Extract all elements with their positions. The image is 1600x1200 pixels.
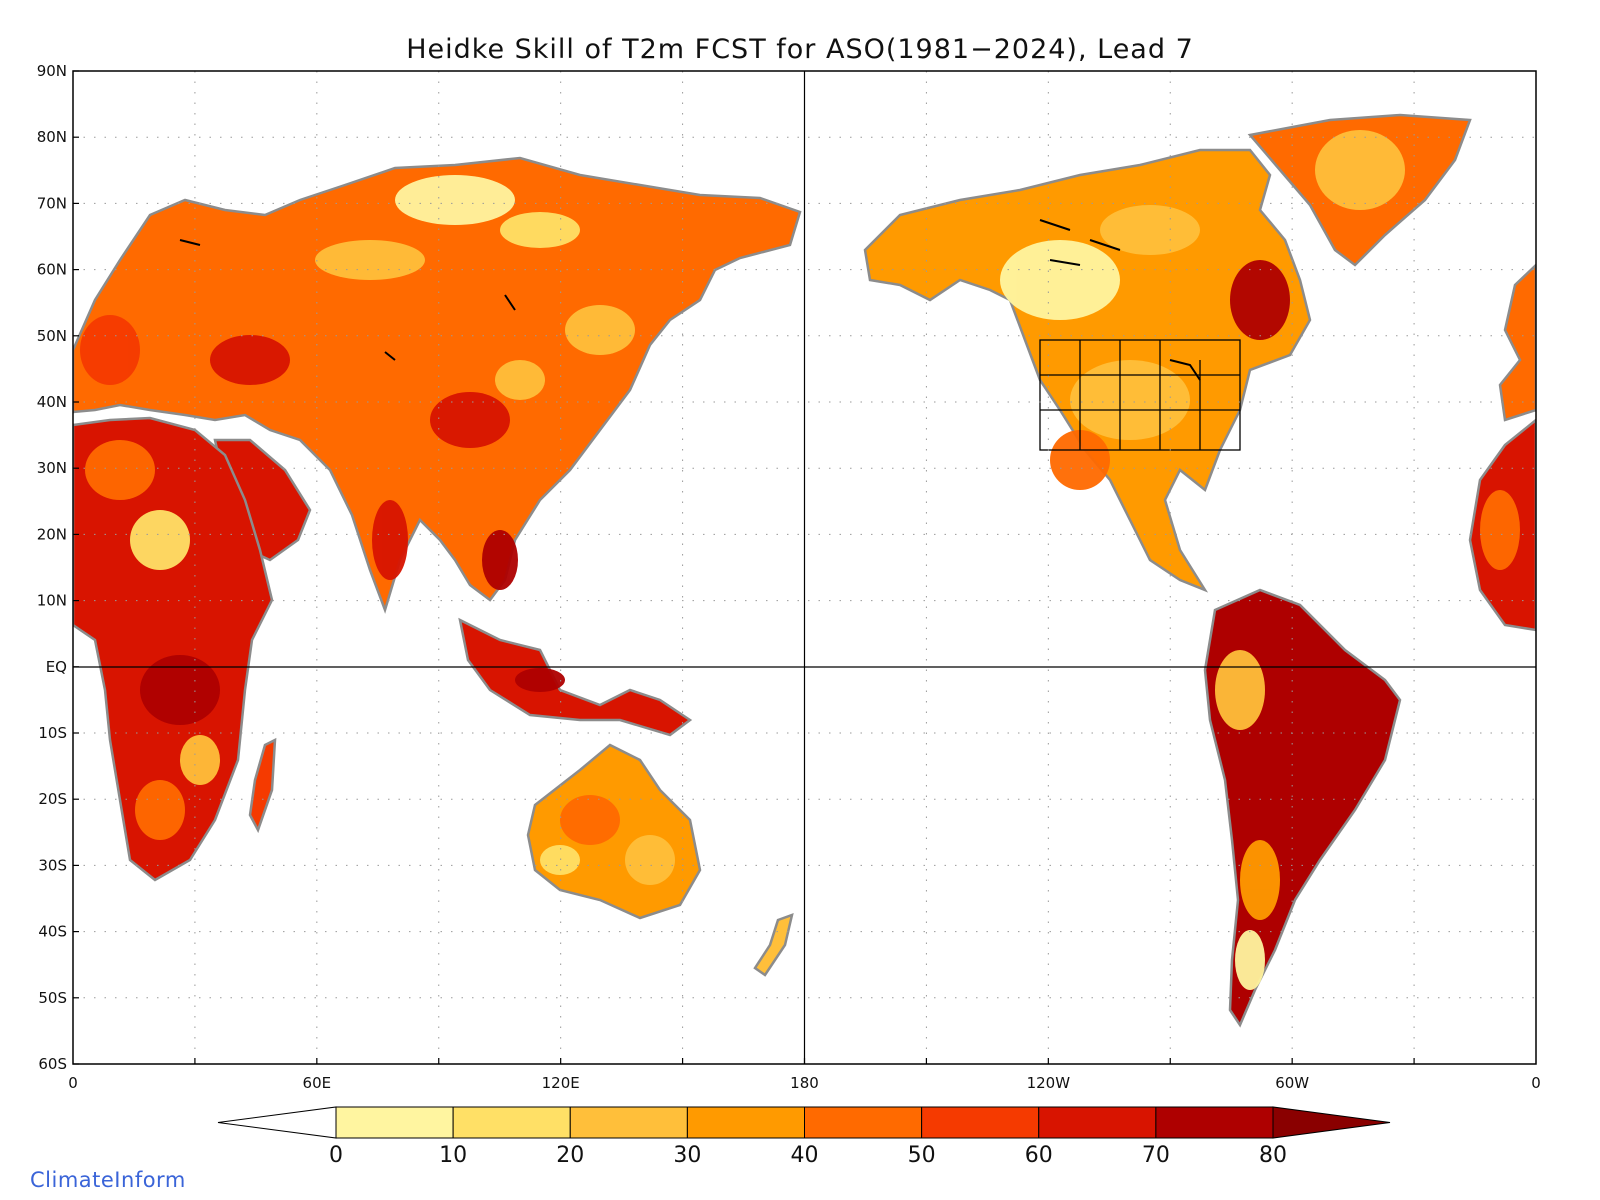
colorbar-label: 0 bbox=[329, 1143, 343, 1168]
colorbar-under-triangle bbox=[217, 1106, 337, 1139]
colorbar-swatch bbox=[335, 1106, 454, 1139]
colorbar-swatch bbox=[452, 1106, 571, 1139]
longitude-axis: 0 60E 120E 180 120W 60W 0 bbox=[68, 1058, 1541, 1092]
lat-tick-label: 40S bbox=[38, 923, 67, 941]
lat-tick-label: 50N bbox=[37, 327, 67, 345]
colorbar-swatch bbox=[569, 1106, 688, 1139]
lakes-layer bbox=[179, 219, 1201, 381]
eurasia-landmass bbox=[73, 156, 802, 614]
europe-east-edge-landmass bbox=[1498, 263, 1536, 422]
colorbar-legend: 0 10 20 30 40 50 60 70 80 bbox=[217, 1106, 1391, 1168]
lat-tick-label: 30S bbox=[38, 856, 67, 874]
colorbar-swatch bbox=[921, 1106, 1040, 1139]
skill-patches bbox=[80, 130, 1520, 990]
lat-tick-label: 10S bbox=[38, 724, 67, 742]
lat-tick-label: 60S bbox=[38, 1055, 67, 1073]
lon-tick-label: 120W bbox=[1027, 1074, 1071, 1092]
colorbar-swatch bbox=[686, 1106, 805, 1139]
lat-tick-label: 70N bbox=[37, 194, 67, 212]
colorbar-label: 70 bbox=[1142, 1143, 1170, 1168]
new-zealand-landmass bbox=[753, 913, 794, 977]
map-title: Heidke Skill of T2m FCST for ASO(1981−20… bbox=[406, 34, 1194, 65]
lon-tick-label: 60W bbox=[1275, 1074, 1309, 1092]
maritime-continent-landmass bbox=[458, 617, 693, 737]
lon-tick-label: 0 bbox=[1531, 1074, 1541, 1092]
colorbar-label: 40 bbox=[791, 1143, 819, 1168]
lon-tick-label: 60E bbox=[303, 1074, 332, 1092]
lat-tick-label: 80N bbox=[37, 128, 67, 146]
latitude-axis: 90N 80N 70N 60N 50N 40N 30N 20N 10N EQ 10S 20S 30S 40… bbox=[37, 62, 79, 1073]
lat-tick-label: 20S bbox=[38, 790, 67, 808]
colorbar-label: 60 bbox=[1025, 1143, 1053, 1168]
map-gridlines bbox=[73, 71, 1536, 1064]
lon-tick-label: 0 bbox=[68, 1074, 78, 1092]
colorbar-swatch bbox=[1038, 1106, 1157, 1139]
colorbar-swatch bbox=[804, 1106, 923, 1139]
madagascar-landmass bbox=[248, 737, 277, 834]
lat-tick-label: 60N bbox=[37, 261, 67, 279]
colorbar-over-triangle bbox=[1272, 1106, 1391, 1139]
land-layer bbox=[73, 113, 1536, 1028]
climateinform-watermark: ClimateInform bbox=[30, 1168, 186, 1192]
lat-tick-label: 20N bbox=[37, 525, 67, 543]
colorbar-label: 30 bbox=[673, 1143, 701, 1168]
colorbar-label: 10 bbox=[439, 1143, 467, 1168]
us-state-boundaries bbox=[1039, 339, 1241, 451]
lat-tick-label: 30N bbox=[37, 459, 67, 477]
colorbar-label: 50 bbox=[908, 1143, 936, 1168]
colorbar-label: 80 bbox=[1259, 1143, 1287, 1168]
colorbar-label: 20 bbox=[556, 1143, 584, 1168]
lat-tick-label: 50S bbox=[38, 989, 67, 1007]
colorbar-swatch bbox=[1155, 1106, 1274, 1139]
lat-tick-label: 40N bbox=[37, 393, 67, 411]
africa-landmass bbox=[73, 416, 274, 882]
lon-tick-label: 180 bbox=[790, 1074, 819, 1092]
lat-tick-label: 90N bbox=[37, 62, 67, 80]
lat-tick-label: EQ bbox=[46, 658, 67, 676]
lon-tick-label: 120E bbox=[542, 1074, 580, 1092]
lat-tick-label: 10N bbox=[37, 592, 67, 610]
